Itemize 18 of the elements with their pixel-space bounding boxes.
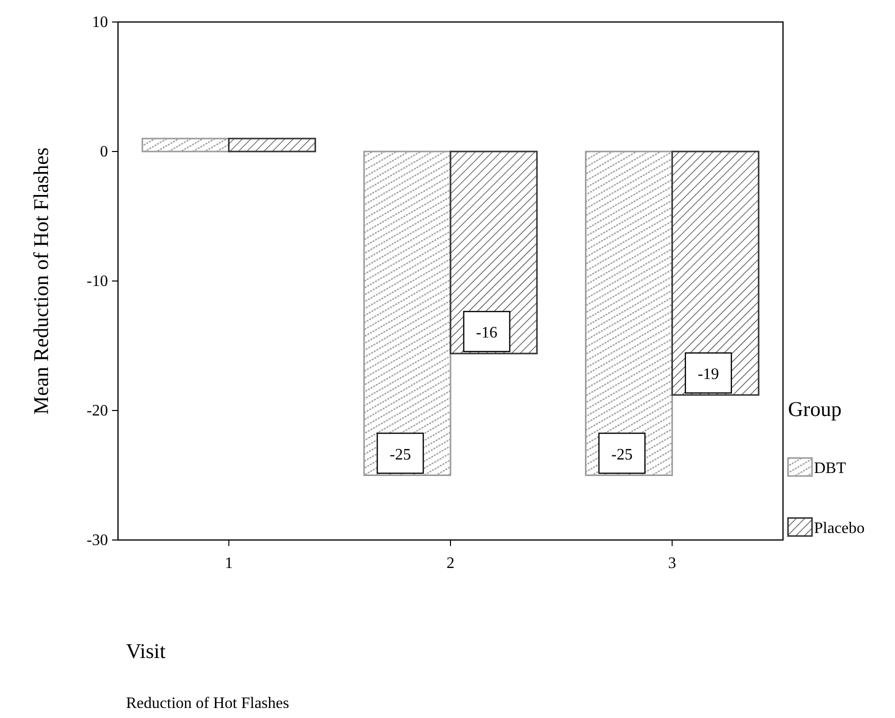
data-label: -25 [390,446,411,464]
legend-title: Group [788,397,842,421]
legend-label: DBT [814,460,846,477]
text: Reduction of Hot Flashes [126,695,290,712]
data-label: -16 [476,324,498,342]
y-tick-label: -10 [86,273,108,290]
y-tick-label: 0 [100,144,108,160]
x-tick-label: 3 [668,555,676,572]
data-label: -19 [698,366,720,383]
y-tick-label: 10 [92,14,108,31]
y-tick-label: -30 [86,532,108,549]
y-axis-title: Mean Reduction of Hot Flashes [29,147,53,415]
y-tick-label: -20 [86,402,108,420]
x-tick-label: 2 [446,555,454,572]
x-axis-title: Visit [126,639,166,663]
x-tick-label: 1 [224,555,233,572]
legend-label: Placebo [814,520,865,537]
data-label: -25 [611,446,633,464]
